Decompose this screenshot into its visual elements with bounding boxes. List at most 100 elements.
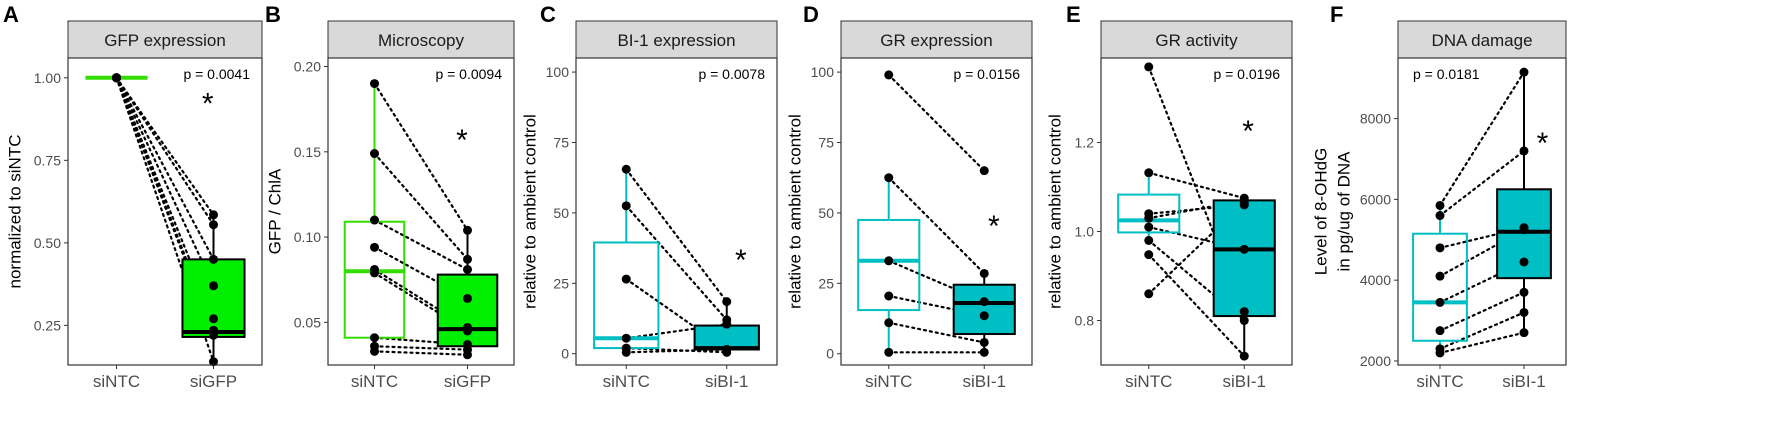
- y-tick-label: 0.20: [294, 59, 321, 75]
- data-point: [884, 70, 894, 80]
- box-rect: [436, 273, 499, 348]
- data-point: [370, 242, 379, 252]
- data-point: [463, 225, 472, 235]
- y-tick-label: 100: [811, 64, 835, 80]
- box-rect: [952, 283, 1016, 336]
- significance-star: *: [1242, 115, 1254, 148]
- pair-line: [115, 76, 215, 216]
- data-points: [1144, 62, 1249, 361]
- data-point: [884, 291, 894, 301]
- data-point: [1239, 307, 1249, 317]
- data-point: [1519, 67, 1529, 77]
- box-rect: [1117, 193, 1181, 234]
- data-point: [1144, 289, 1154, 299]
- data-point: [1435, 348, 1445, 358]
- data-point: [1435, 243, 1445, 253]
- y-tick-label: 100: [546, 64, 570, 80]
- data-point: [1519, 307, 1529, 317]
- p-value: p = 0.0196: [1213, 66, 1280, 82]
- y-axis-label: relative to ambient control: [520, 114, 539, 309]
- facet-strip: [1100, 20, 1293, 59]
- data-points: [884, 70, 989, 357]
- data-points: [621, 164, 732, 357]
- plot-border: [327, 57, 515, 366]
- plot-border: [840, 57, 1033, 366]
- pair-line: [115, 76, 215, 261]
- data-point: [370, 149, 379, 159]
- panel-letter: D: [803, 2, 819, 27]
- pair-line: [887, 73, 986, 172]
- pair-line: [1438, 291, 1526, 332]
- data-point: [1435, 211, 1445, 221]
- panel-a: A GFP expression normalized to siNTC 0.25 0.…: [3, 2, 263, 391]
- panel-d: D GR expression relative to ambient contro…: [785, 2, 1033, 391]
- p-value: p = 0.0094: [435, 66, 502, 82]
- panel-letter: B: [265, 2, 281, 27]
- data-point: [1239, 316, 1249, 326]
- panel-c: C BI-1 expression relative to ambient cont…: [520, 2, 778, 391]
- facet-title: DNA damage: [1431, 31, 1532, 50]
- pair-line: [115, 76, 215, 287]
- facet-strip: [327, 20, 515, 59]
- data-point: [1519, 257, 1529, 267]
- pair-line: [887, 294, 986, 317]
- pair-line: [115, 76, 215, 226]
- x-tick-label: siGFP: [190, 372, 237, 391]
- significance-star: *: [988, 210, 1000, 243]
- pair-line: [625, 168, 728, 303]
- box-rect: [181, 258, 246, 338]
- y-tick-label: 25: [818, 275, 834, 291]
- data-points: [370, 79, 472, 360]
- data-point: [370, 79, 379, 89]
- significance-star: *: [456, 124, 468, 157]
- box-rect: [343, 220, 406, 339]
- facet-strip: [840, 20, 1033, 59]
- pair-line: [373, 246, 469, 300]
- pair-line: [1438, 149, 1526, 217]
- y-tick-label: 0: [826, 346, 834, 362]
- data-point: [1144, 250, 1154, 260]
- panel-e: E GR activity relative to ambient control 0…: [1045, 2, 1293, 391]
- data-point: [370, 346, 379, 356]
- pair-line: [115, 76, 215, 363]
- facet-title: BI-1 expression: [617, 31, 735, 50]
- data-point: [1144, 213, 1154, 223]
- data-point: [722, 297, 732, 307]
- pair-line: [1438, 71, 1526, 207]
- p-value: p = 0.0181: [1413, 66, 1480, 82]
- x-tick-label: siBI-1: [1502, 372, 1545, 391]
- box-rect: [1412, 232, 1468, 342]
- x-tick-label: siBI-1: [963, 372, 1006, 391]
- data-point: [209, 357, 218, 367]
- panel-letter: E: [1066, 2, 1081, 27]
- pair-line: [373, 82, 469, 232]
- y-tick-label: 0.75: [34, 152, 61, 168]
- y-axis-label: Level of 8-OHdG: [1311, 148, 1330, 276]
- box-sibi-1: [1212, 198, 1276, 357]
- data-point: [1239, 244, 1249, 254]
- y-tick-label: 0.8: [1075, 313, 1095, 329]
- pair-line: [373, 350, 469, 356]
- data-point: [884, 173, 894, 183]
- data-point: [370, 268, 379, 278]
- data-point: [209, 210, 218, 220]
- y-tick-label: 0.10: [294, 229, 321, 245]
- pair-line: [887, 176, 986, 275]
- data-point: [1519, 146, 1529, 156]
- significance-star: *: [202, 87, 214, 120]
- y-tick-label: 0.15: [294, 144, 321, 160]
- data-point: [722, 319, 732, 329]
- x-tick-label: siNTC: [1416, 372, 1463, 391]
- pair-line: [887, 321, 986, 344]
- data-point: [1519, 287, 1529, 297]
- data-point: [1144, 235, 1154, 245]
- data-point: [884, 256, 894, 266]
- facet-title: GR expression: [880, 31, 992, 50]
- y-axis-label: in pg/ug of DNA: [1334, 151, 1353, 272]
- pair-line: [625, 204, 728, 322]
- facet-strip: [1397, 20, 1567, 59]
- x-tick-label: siNTC: [603, 372, 650, 391]
- data-point: [979, 311, 989, 321]
- x-tick-label: siNTC: [351, 372, 398, 391]
- facet-title: Microscopy: [378, 31, 464, 50]
